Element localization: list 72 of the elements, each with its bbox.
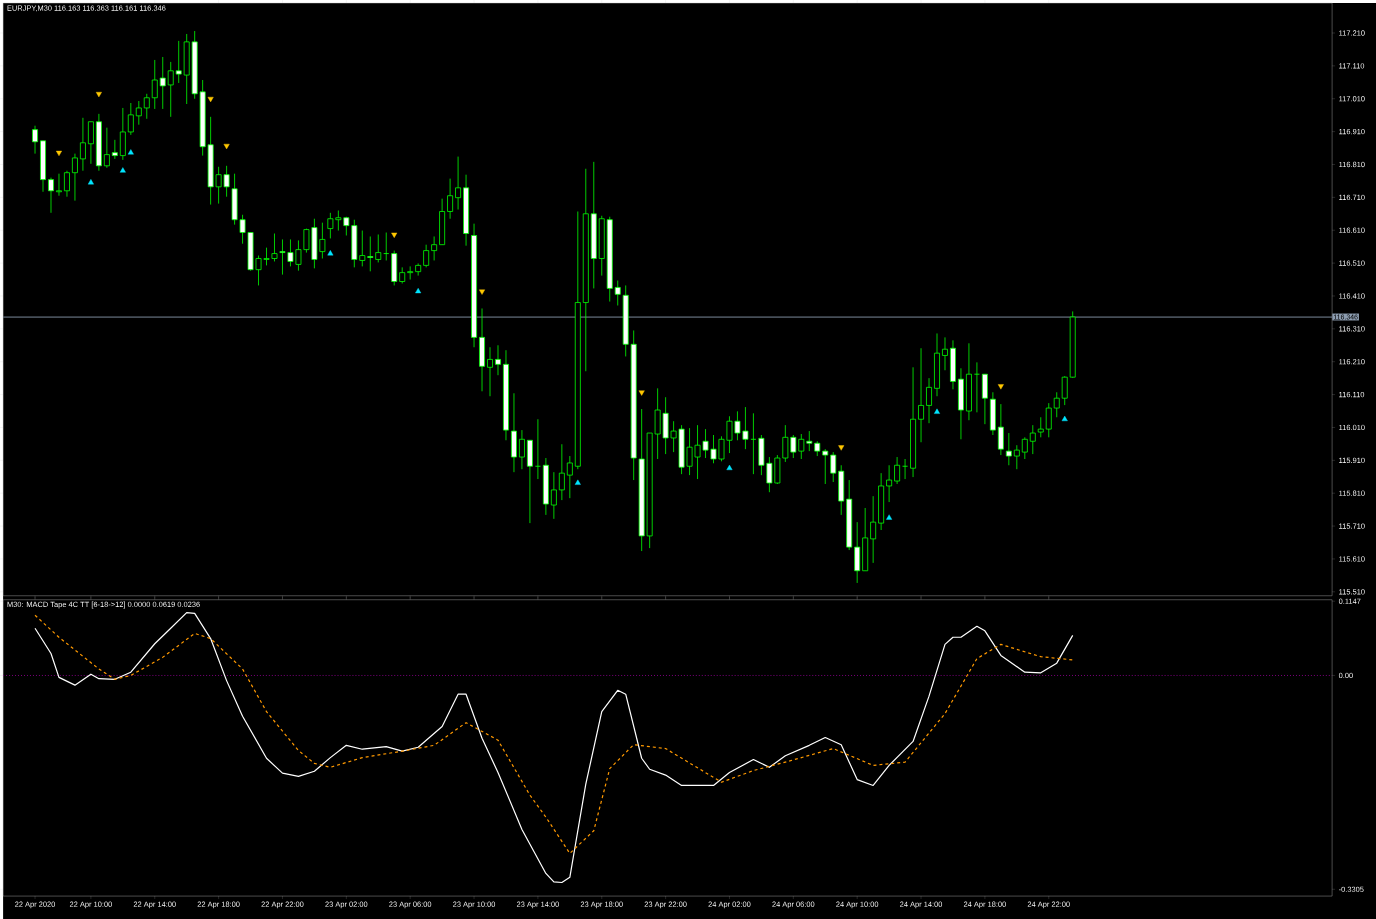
candlestick (103, 127, 110, 169)
point (886, 514, 893, 520)
candlestick (56, 173, 62, 197)
candlestick (973, 361, 980, 413)
candlestick (71, 153, 78, 202)
candlestick (423, 244, 430, 268)
candlestick (159, 56, 166, 110)
candlestick (926, 377, 932, 424)
candlestick (151, 59, 158, 110)
point (1061, 415, 1068, 422)
candlestick (981, 373, 988, 425)
candlestick (487, 346, 493, 397)
candlestick (87, 121, 94, 165)
point (997, 384, 1004, 390)
candlestick (167, 61, 174, 118)
candlestick (119, 107, 126, 161)
candlestick (1053, 391, 1060, 418)
candlestick (918, 347, 924, 443)
candlestick (997, 403, 1004, 456)
candlestick (1013, 444, 1020, 470)
point (934, 408, 940, 414)
point (95, 92, 102, 98)
candlestick (111, 139, 118, 160)
candlestick (902, 458, 909, 480)
candlestick (1021, 436, 1028, 460)
point (415, 287, 422, 294)
candlestick (32, 125, 38, 155)
candlestick (495, 344, 501, 376)
candlestick (1005, 432, 1012, 466)
point (56, 150, 62, 157)
candlestick (447, 178, 454, 220)
candlestick (383, 232, 390, 261)
candlestick (894, 456, 901, 485)
candlestick (127, 102, 134, 136)
candlestick (518, 429, 525, 470)
point (119, 167, 126, 173)
point (726, 464, 733, 470)
candlestick (48, 177, 54, 214)
candlestick (534, 418, 541, 480)
candlestick (750, 412, 757, 475)
candlestick (407, 265, 414, 280)
candlestick (367, 236, 374, 272)
candlestick (1037, 416, 1044, 438)
candlestick (1029, 424, 1036, 455)
candlestick (375, 234, 382, 263)
candlestick (143, 93, 150, 120)
candlestick (431, 236, 438, 261)
point (838, 445, 845, 451)
candlestick (870, 495, 877, 564)
candlestick (79, 117, 86, 172)
point (391, 232, 398, 238)
point (87, 179, 94, 185)
candlestick (614, 280, 621, 306)
point (327, 250, 334, 256)
candlestick (822, 448, 829, 485)
candlestick (550, 471, 557, 520)
candlestick (886, 464, 893, 503)
point (638, 390, 645, 396)
candlestick (135, 100, 142, 126)
candlestick (942, 336, 948, 371)
candlestick (64, 170, 70, 198)
candlestick (455, 156, 462, 210)
point (207, 96, 214, 103)
point (574, 479, 581, 485)
candlestick (1045, 402, 1052, 438)
candlestick (558, 443, 565, 501)
point (479, 289, 485, 295)
candlestick (854, 521, 861, 584)
candlestick (830, 451, 837, 483)
point (127, 149, 134, 155)
candlestick (566, 455, 573, 499)
point (223, 143, 230, 150)
